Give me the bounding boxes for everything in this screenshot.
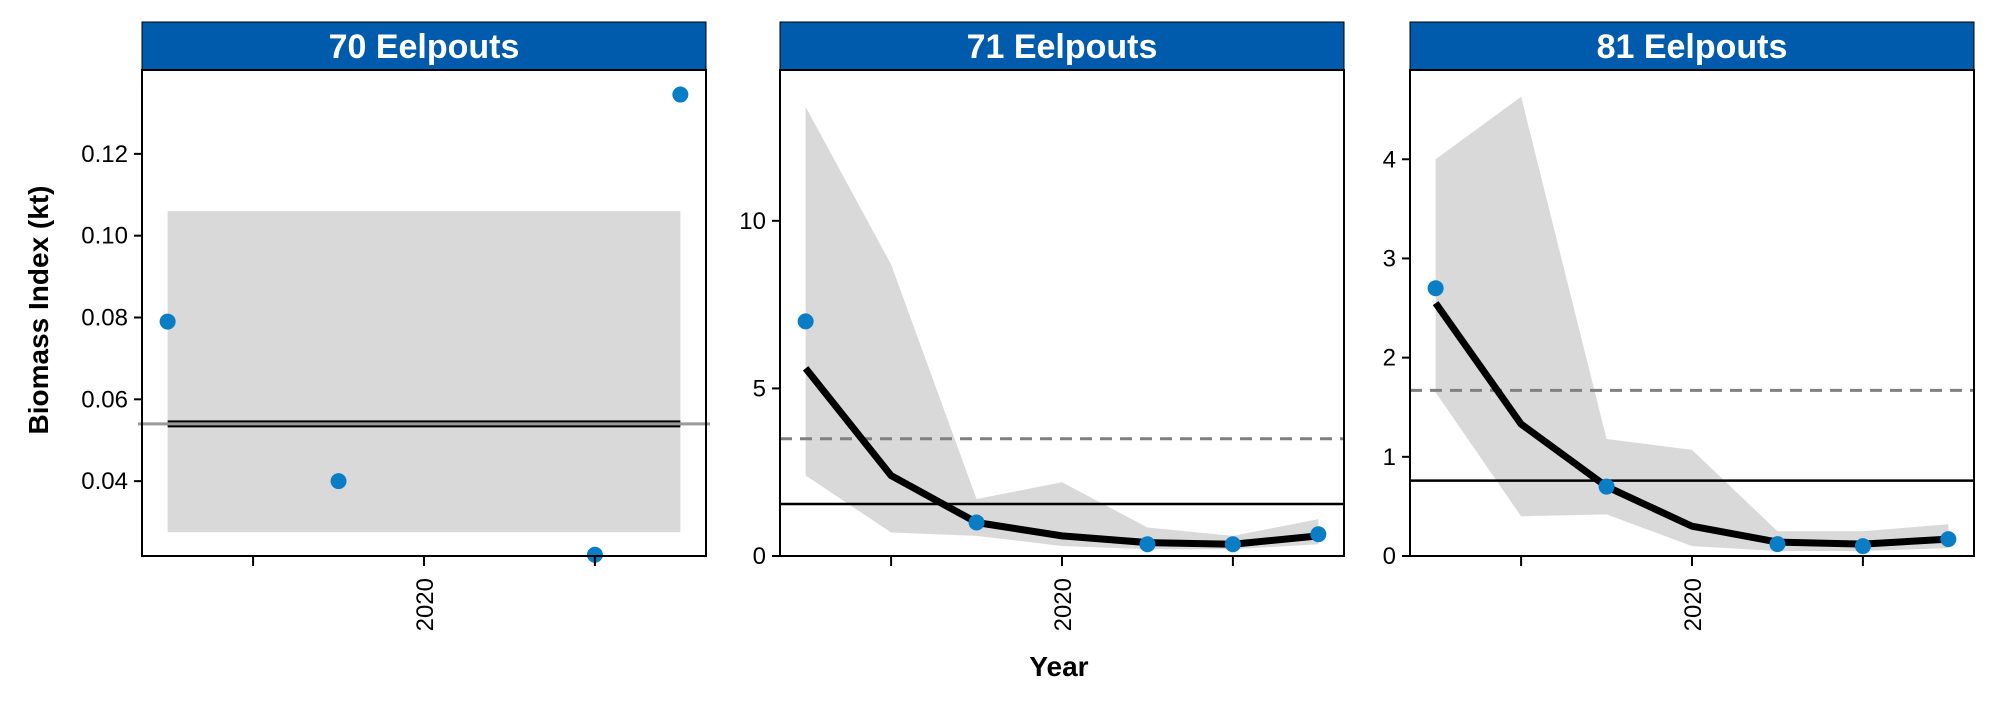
confidence-band — [805, 106, 1319, 550]
panel-strip — [779, 21, 1345, 71]
plot-area — [167, 211, 681, 533]
y-tick-label: 0.08 — [81, 305, 128, 332]
data-point — [968, 514, 985, 531]
panel-title: 71 Eelpouts — [967, 28, 1158, 66]
confidence-band — [167, 211, 681, 533]
panel-3: 81 Eelpouts 0 1 2 3 4 2020 — [1383, 21, 1975, 631]
x-tick-label: 2020 — [1050, 578, 1077, 631]
data-point — [1427, 280, 1444, 297]
data-point — [159, 313, 176, 330]
plot-area — [1410, 96, 1974, 552]
y-tick-label: 1 — [1383, 444, 1396, 471]
data-point — [672, 86, 689, 103]
data-point — [330, 473, 347, 490]
y-tick-label: 0 — [1383, 543, 1396, 570]
panel-2: 71 Eelpouts 0 5 10 2020 — [739, 21, 1345, 631]
y-tick-label: 10 — [739, 208, 766, 235]
y-tick-label: 3 — [1383, 245, 1396, 272]
confidence-band — [1435, 96, 1949, 552]
y-axis-title: Biomass Index (kt) — [23, 186, 54, 435]
data-point — [1940, 531, 1957, 548]
y-tick-label: 0.12 — [81, 141, 128, 168]
x-axis-title: Year — [1029, 651, 1088, 682]
x-tick-label: 2020 — [412, 578, 439, 631]
y-tick-label: 0.10 — [81, 223, 128, 250]
data-point — [1598, 478, 1615, 495]
panel-title: 81 Eelpouts — [1597, 28, 1788, 66]
y-tick-label: 0 — [753, 543, 766, 570]
panel-strip — [141, 21, 707, 71]
y-tick-label: 2 — [1383, 345, 1396, 372]
y-tick-label: 0.04 — [81, 468, 128, 495]
plot-area — [780, 106, 1344, 550]
data-point — [1224, 536, 1241, 553]
y-tick-label: 0.06 — [81, 386, 128, 413]
data-point — [797, 313, 814, 330]
y-tick-label: 5 — [753, 375, 766, 402]
panel-1: 70 Eelpouts 0.04 0.06 0.08 0.10 0.12 2020 — [81, 21, 710, 631]
y-tick-label: 4 — [1383, 146, 1396, 173]
panel-strip — [1409, 21, 1975, 71]
data-point — [586, 546, 603, 563]
x-tick-label: 2020 — [1680, 578, 1707, 631]
panel-title: 70 Eelpouts — [329, 28, 520, 66]
data-point — [1854, 538, 1871, 555]
data-point — [1310, 526, 1327, 543]
data-point — [1139, 536, 1156, 553]
data-point — [1769, 536, 1786, 553]
